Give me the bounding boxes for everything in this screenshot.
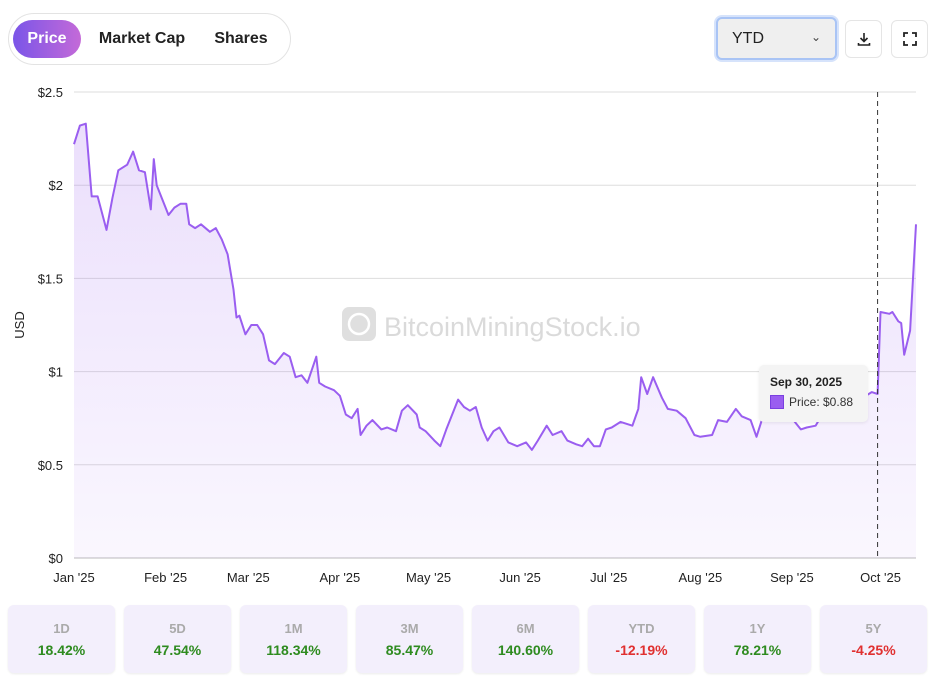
x-tick-label: Apr '25 <box>319 570 360 585</box>
performance-stats: 1D 18.42% 5D 47.54% 1M 118.34% 3M 85.47% 6M 140.6… <box>8 605 927 673</box>
y-axis-label: USD <box>12 311 27 338</box>
stat-change: 118.34% <box>266 641 321 658</box>
price-chart: $0 $0.5 $1 $1.5 $2 $2.5 Jan '25 Feb '25 Mar '25 A… <box>12 85 917 585</box>
x-tick-label: Sep '25 <box>770 570 814 585</box>
chart-tooltip: Sep 30, 2025 Price: $0.88 <box>759 365 868 422</box>
y-tick-label: $1 <box>49 365 63 380</box>
stat-card-5y: 5Y -4.25% <box>820 605 927 673</box>
y-tick-label: $1.5 <box>38 271 63 286</box>
x-tick-label: Feb '25 <box>144 570 187 585</box>
y-tick-label: $2.5 <box>38 85 63 100</box>
chevron-down-icon: ⌄ <box>810 30 821 44</box>
tab-price[interactable]: Price <box>13 20 81 58</box>
y-tick-label: $0 <box>49 551 63 566</box>
stat-change: 140.60% <box>497 641 554 658</box>
x-tick-label: Oct '25 <box>860 570 901 585</box>
x-tick-label: Jun '25 <box>499 570 541 585</box>
stat-card-6m: 6M 140.60% <box>472 605 579 673</box>
stat-period: 6M <box>516 620 535 636</box>
range-select-value: YTD <box>732 29 764 47</box>
tooltip-date: Sep 30, 2025 <box>770 375 843 389</box>
x-tick-label: Aug '25 <box>678 570 722 585</box>
stat-card-ytd: YTD -12.19% <box>588 605 695 673</box>
stat-period: 5Y <box>865 620 882 636</box>
x-tick-label: Jul '25 <box>590 570 627 585</box>
tab-market-cap[interactable]: Market Cap <box>98 30 186 47</box>
stat-change: -12.19% <box>615 641 668 658</box>
stat-card-1m: 1M 118.34% <box>240 605 347 673</box>
fullscreen-icon <box>902 32 917 46</box>
stat-change: 85.47% <box>385 641 434 658</box>
stat-change: 47.54% <box>153 641 202 658</box>
stat-card-1y: 1Y 78.21% <box>704 605 811 673</box>
stat-change: -4.25% <box>851 641 896 658</box>
stat-period: YTD <box>628 620 655 636</box>
stat-period: 1D <box>53 620 70 636</box>
price-area <box>74 123 916 558</box>
x-tick-label: May '25 <box>406 570 451 585</box>
stat-change: 78.21% <box>733 641 782 658</box>
download-button[interactable] <box>845 20 882 58</box>
tooltip-value: Price: $0.88 <box>789 395 854 409</box>
stat-change: 18.42% <box>37 641 86 658</box>
svg-text:BitcoinMiningStock.io: BitcoinMiningStock.io <box>384 312 641 342</box>
x-tick-label: Mar '25 <box>227 570 270 585</box>
stat-card-1d: 1D 18.42% <box>8 605 115 673</box>
tab-shares[interactable]: Shares <box>214 30 268 47</box>
y-tick-label: $0.5 <box>38 458 63 473</box>
download-icon <box>857 33 870 46</box>
stat-card-3m: 3M 85.47% <box>356 605 463 673</box>
metric-tabs: Price Market Cap Shares <box>8 13 291 65</box>
x-tick-label: Jan '25 <box>53 570 95 585</box>
watermark-logo: BitcoinMiningStock.io <box>342 307 641 342</box>
stat-period: 1M <box>284 620 303 636</box>
series-swatch <box>770 395 784 409</box>
stat-period: 5D <box>169 620 186 636</box>
range-select[interactable]: YTD ⌄ <box>716 17 837 60</box>
fullscreen-button[interactable] <box>891 20 928 58</box>
stat-period: 1Y <box>749 620 766 636</box>
stat-period: 3M <box>400 620 419 636</box>
stat-card-5d: 5D 47.54% <box>124 605 231 673</box>
y-tick-label: $2 <box>49 178 63 193</box>
